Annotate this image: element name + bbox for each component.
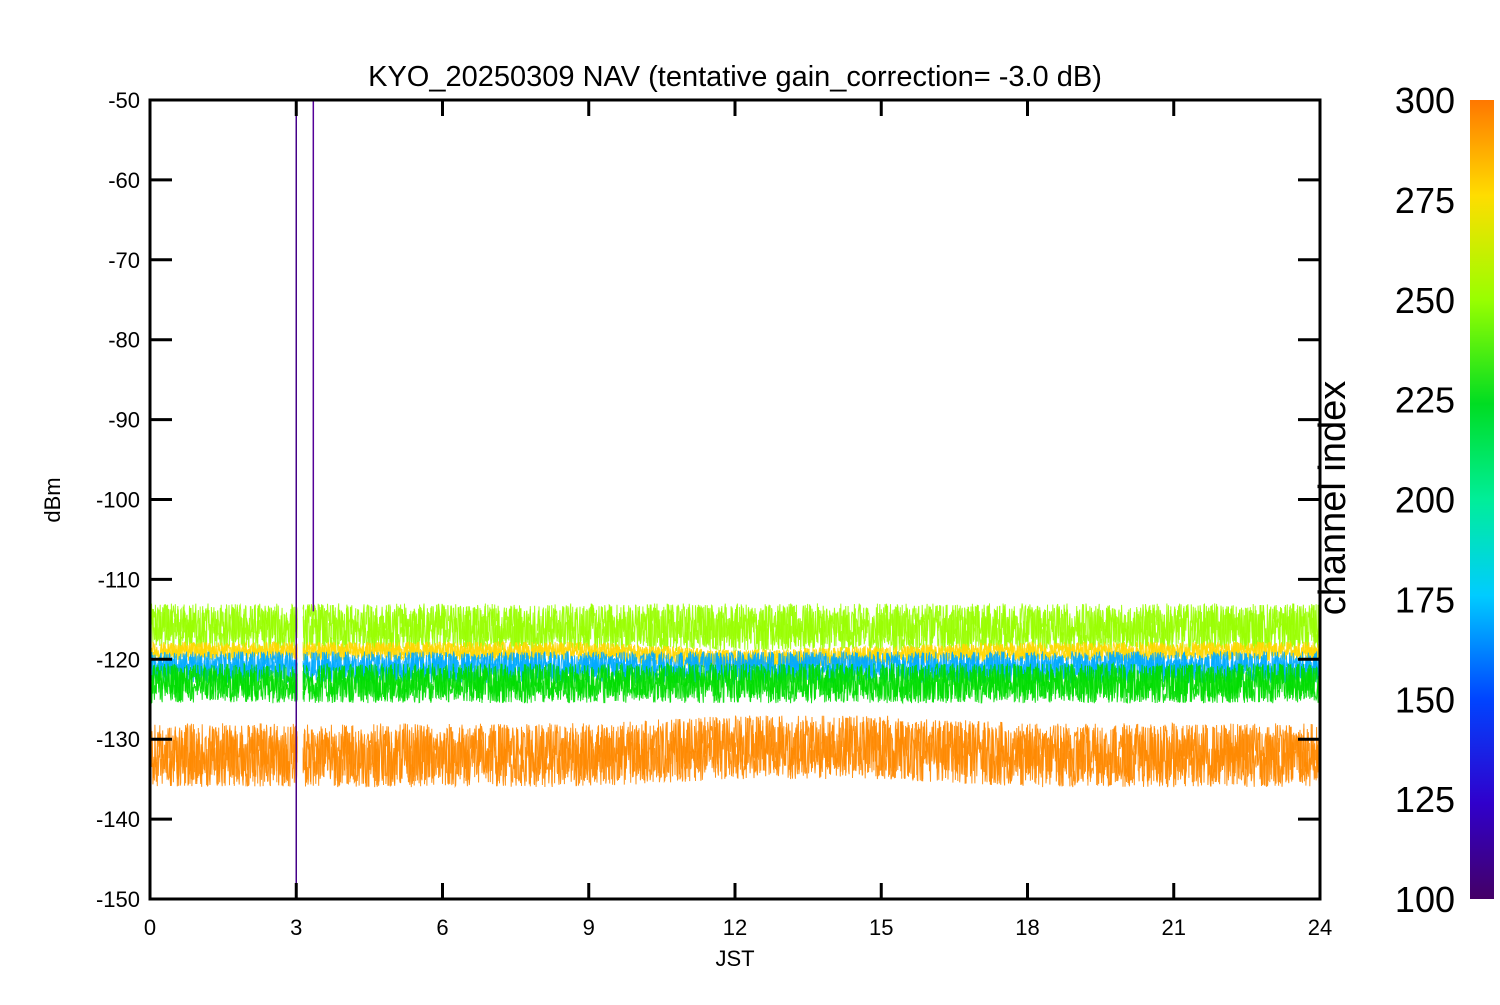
colorbar-tick-label: 150: [1395, 679, 1455, 720]
plot-frame: [148, 98, 1322, 901]
colorbar-tick-label: 200: [1395, 480, 1455, 521]
colorbar-tick-label: 250: [1395, 280, 1455, 321]
y-tick-label: -120: [96, 647, 140, 672]
x-axis-label: JST: [715, 946, 754, 971]
y-tick-label: -150: [96, 887, 140, 912]
y-tick-label: -50: [108, 88, 140, 113]
x-tick-label: 6: [436, 915, 448, 940]
colorbar-tick-label: 225: [1395, 380, 1455, 421]
colorbar: [1470, 100, 1494, 899]
x-tick-label: 0: [144, 915, 156, 940]
series-0: [150, 603, 1320, 653]
y-tick-label: -70: [108, 248, 140, 273]
colorbar-tick-label: 275: [1395, 180, 1455, 221]
y-tick-label: -140: [96, 807, 140, 832]
y-tick-label: -130: [96, 727, 140, 752]
x-tick-label: 9: [583, 915, 595, 940]
y-axis: -50 -60 -70 -80 -90 -100 -110 -120 -130 -140 -150: [96, 88, 1320, 912]
colorbar-tick-label: 300: [1395, 80, 1455, 121]
x-tick-label: 21: [1162, 915, 1186, 940]
x-tick-label: 18: [1015, 915, 1039, 940]
series-3: [150, 661, 1320, 705]
y-tick-label: -80: [108, 328, 140, 353]
series-trace: [150, 661, 1320, 705]
series-4: [150, 715, 1320, 789]
colorbar-tick-label: 100: [1395, 879, 1455, 920]
data-layer: [150, 100, 1320, 899]
y-tick-label: -90: [108, 408, 140, 433]
y-tick-label: -60: [108, 168, 140, 193]
colorbar-tick-label: 125: [1395, 779, 1455, 820]
x-tick-label: 3: [290, 915, 302, 940]
colorbar-label: channel index: [1312, 381, 1354, 616]
y-tick-label: -110: [98, 567, 140, 592]
colorbar-tick-label: 175: [1395, 579, 1455, 620]
data-gap: [297, 595, 303, 899]
x-axis: 0 3 6 9 12 15 18 21 24: [144, 100, 1332, 940]
y-tick-label: -100: [96, 488, 140, 513]
x-tick-label: 15: [869, 915, 893, 940]
series-trace: [150, 715, 1320, 789]
series-trace: [150, 603, 1320, 652]
x-tick-label: 12: [723, 915, 747, 940]
colorbar-ticks: 300 275 250 225 200 175 150 125 100: [1395, 80, 1455, 920]
y-axis-label: dBm: [40, 477, 65, 522]
chart-title: KYO_20250309 NAV (tentative gain_correct…: [368, 61, 1102, 93]
x-tick-label: 24: [1308, 915, 1332, 940]
